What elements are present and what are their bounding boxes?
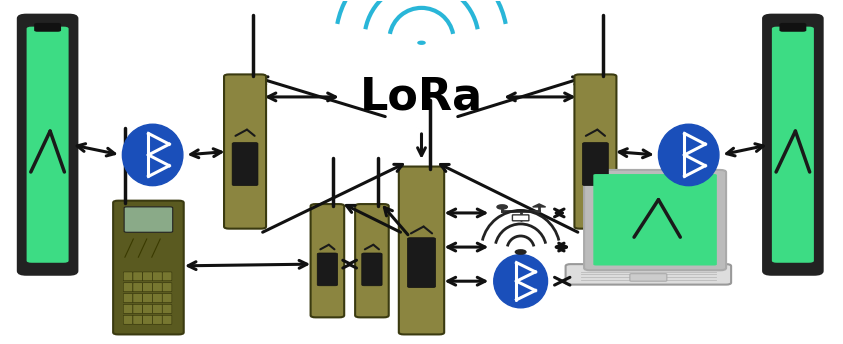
FancyBboxPatch shape (513, 215, 529, 221)
FancyBboxPatch shape (232, 142, 258, 185)
Circle shape (515, 250, 526, 254)
Ellipse shape (494, 255, 548, 308)
FancyBboxPatch shape (153, 294, 162, 302)
FancyBboxPatch shape (407, 238, 436, 288)
Circle shape (497, 205, 507, 209)
FancyBboxPatch shape (310, 204, 344, 318)
FancyBboxPatch shape (123, 272, 133, 281)
Ellipse shape (122, 124, 183, 186)
FancyBboxPatch shape (584, 170, 726, 270)
FancyBboxPatch shape (123, 294, 133, 302)
Circle shape (418, 41, 425, 44)
FancyBboxPatch shape (123, 304, 133, 313)
FancyBboxPatch shape (35, 23, 61, 32)
FancyBboxPatch shape (133, 272, 142, 281)
FancyBboxPatch shape (133, 304, 142, 313)
FancyBboxPatch shape (133, 294, 142, 302)
FancyBboxPatch shape (124, 207, 173, 232)
FancyBboxPatch shape (153, 304, 162, 313)
FancyBboxPatch shape (317, 253, 337, 286)
FancyBboxPatch shape (630, 274, 667, 281)
Polygon shape (533, 204, 545, 207)
FancyBboxPatch shape (113, 201, 184, 334)
Text: LoRa: LoRa (360, 75, 483, 118)
FancyBboxPatch shape (142, 272, 153, 281)
FancyBboxPatch shape (162, 272, 172, 281)
FancyBboxPatch shape (772, 26, 813, 263)
Ellipse shape (658, 124, 719, 186)
FancyBboxPatch shape (566, 264, 731, 284)
FancyBboxPatch shape (574, 74, 616, 229)
FancyBboxPatch shape (355, 204, 389, 318)
FancyBboxPatch shape (593, 174, 717, 266)
FancyBboxPatch shape (224, 74, 266, 229)
FancyBboxPatch shape (142, 283, 153, 292)
FancyBboxPatch shape (123, 315, 133, 324)
FancyBboxPatch shape (780, 23, 806, 32)
FancyBboxPatch shape (399, 166, 444, 334)
FancyBboxPatch shape (583, 142, 609, 185)
FancyBboxPatch shape (142, 315, 153, 324)
FancyBboxPatch shape (162, 304, 172, 313)
FancyBboxPatch shape (162, 283, 172, 292)
FancyBboxPatch shape (162, 294, 172, 302)
FancyBboxPatch shape (142, 304, 153, 313)
FancyBboxPatch shape (133, 283, 142, 292)
FancyBboxPatch shape (133, 315, 142, 324)
FancyBboxPatch shape (27, 26, 68, 263)
FancyBboxPatch shape (362, 253, 382, 286)
FancyBboxPatch shape (764, 15, 822, 275)
FancyBboxPatch shape (162, 315, 172, 324)
FancyBboxPatch shape (153, 315, 162, 324)
FancyBboxPatch shape (123, 283, 133, 292)
FancyBboxPatch shape (153, 272, 162, 281)
FancyBboxPatch shape (19, 15, 77, 275)
FancyBboxPatch shape (142, 294, 153, 302)
FancyBboxPatch shape (153, 283, 162, 292)
